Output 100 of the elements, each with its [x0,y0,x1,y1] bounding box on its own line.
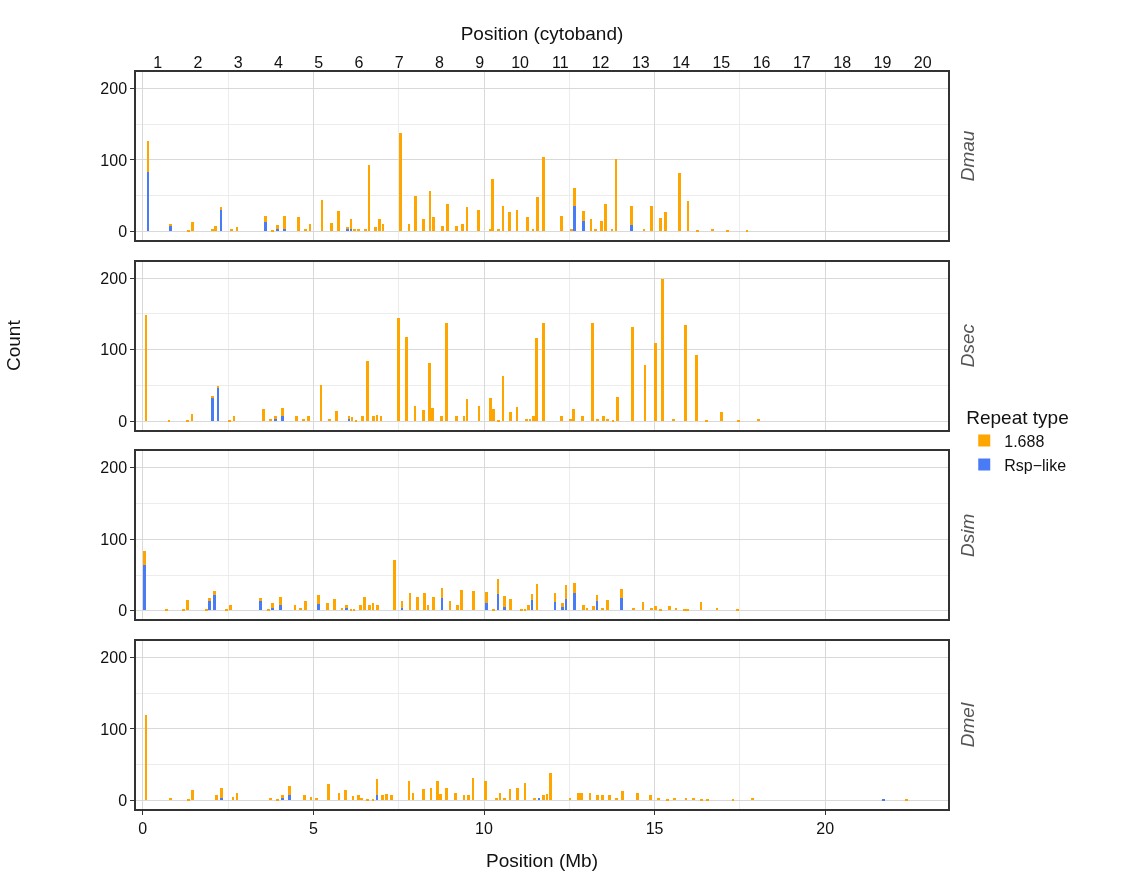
bar [326,603,329,611]
text: Dsim [956,513,978,557]
bar [401,601,403,609]
bar [269,418,272,421]
bar [276,799,279,802]
x2-tick-label: 11 [552,53,569,71]
bar [368,165,370,231]
bar [620,598,623,611]
text: Dmau [956,130,978,182]
bar [716,608,718,611]
legend-title: Repeat type [966,406,1069,428]
x2-tick-label: 5 [314,53,324,71]
bar [675,608,677,611]
text: Dsec [956,323,978,368]
bar [310,797,312,801]
bar [232,797,234,801]
bar [279,605,282,611]
y-tick-label: 100 [100,151,128,169]
bar [650,608,653,611]
bar [577,793,580,801]
bar [478,405,480,421]
x2-tick-label: 3 [233,53,243,71]
bar [502,206,504,231]
y-tick-label: 0 [118,602,128,620]
bar [477,210,480,231]
bar [432,597,435,611]
bar [466,207,468,231]
bar [536,584,538,611]
bar [573,188,576,206]
x-tick-label: 15 [645,819,664,837]
bar [143,551,146,566]
bar [549,773,552,801]
bar [143,565,146,611]
y-tick-label: 0 [118,412,128,430]
bar [572,408,575,421]
bar [525,418,528,421]
bar [455,415,458,421]
bar [706,799,709,802]
bar [604,204,607,231]
bar [225,609,228,612]
bar [596,595,598,602]
bar [372,799,374,802]
bar [582,211,585,221]
bar [307,415,310,421]
bar [236,793,238,801]
bar [565,599,567,611]
bar [271,608,274,611]
bar [631,326,634,421]
bar [378,219,381,231]
bar [376,605,379,611]
bar [393,560,396,611]
y-tick-label: 200 [100,459,128,477]
bar [430,788,432,801]
bar [288,795,291,801]
bar [529,418,531,421]
bar [573,593,576,611]
bar [302,418,305,421]
y-tick-label: 0 [118,222,128,240]
x2-tick-label: 17 [792,53,811,71]
bar [281,407,284,416]
bar [531,600,533,611]
bar [147,172,149,231]
bar [467,795,470,801]
bar [299,608,302,611]
x2-tick-label: 19 [873,53,892,71]
bar [602,415,605,421]
bar [412,793,414,801]
bar [440,415,443,421]
x2-tick-label: 8 [435,53,445,71]
bar [360,798,363,801]
bar [565,585,567,600]
bar [485,603,488,611]
x-tick-label: 0 [138,819,148,837]
bar [317,595,320,605]
bar [516,788,519,801]
bar [445,788,448,801]
bar [455,226,458,231]
bar [441,598,443,611]
bar [297,217,300,231]
bar [503,798,506,801]
bar [366,360,369,421]
bar [672,418,675,421]
bar [737,419,740,422]
bar [644,364,646,421]
bar [408,224,410,231]
bar [341,608,343,611]
bar [606,600,609,611]
bar [466,398,468,421]
x2-axis-title: Position (cytoband) [460,22,624,44]
bar [596,795,599,801]
bar [650,206,653,231]
bar [601,608,604,611]
bar [333,599,336,611]
x2-tick-label: 4 [274,53,284,71]
bar [554,593,556,603]
bar [687,201,689,231]
bar [211,396,214,421]
bar [228,419,231,422]
bar [684,324,687,421]
bar [350,219,352,229]
